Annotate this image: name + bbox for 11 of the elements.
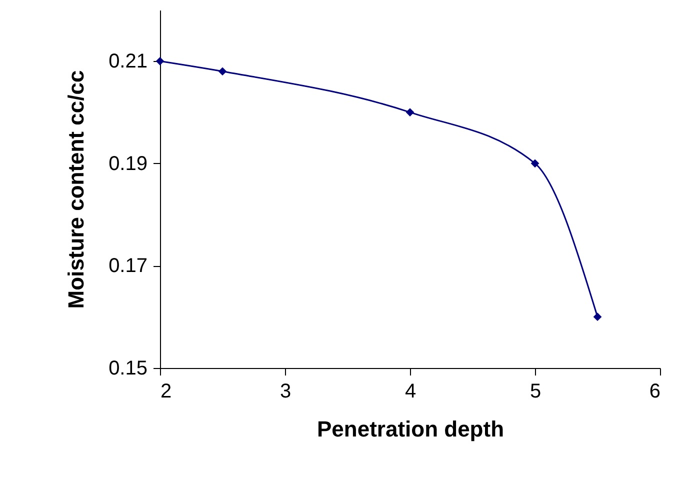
- x-tick-label: 4: [404, 380, 416, 402]
- y-tick-label: 0.21: [108, 50, 148, 73]
- x-tick-label: 6: [649, 380, 660, 402]
- y-tick-label: 0.19: [108, 152, 148, 175]
- x-tick-label: 2: [160, 380, 172, 402]
- x-tick-label: 3: [280, 380, 292, 402]
- y-axis-title: Moisture content cc/cc: [64, 70, 89, 309]
- x-axis-title: Penetration depth: [316, 416, 504, 442]
- y-tick-label: 0.17: [108, 255, 148, 278]
- y-tick-label: 0.15: [108, 358, 148, 380]
- x-tick-label: 5: [530, 380, 542, 402]
